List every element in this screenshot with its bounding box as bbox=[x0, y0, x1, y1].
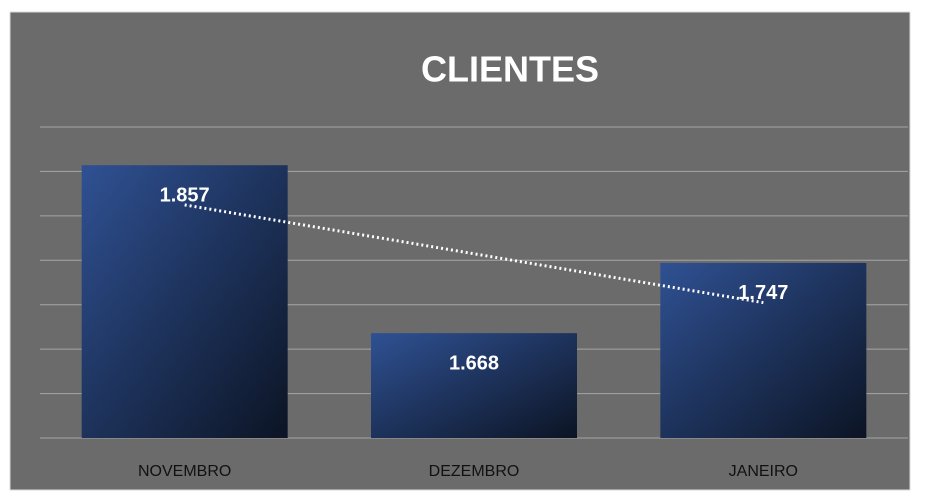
data-label: 1.747 bbox=[738, 282, 788, 304]
bar bbox=[660, 262, 867, 438]
x-tick-label: NOVEMBRO bbox=[138, 463, 231, 480]
bar bbox=[81, 165, 288, 439]
data-label: 1.668 bbox=[449, 352, 499, 374]
chart-title: CLIENTES bbox=[421, 49, 599, 90]
x-tick-label: DEZEMBRO bbox=[429, 463, 520, 480]
bar bbox=[370, 333, 578, 438]
x-tick-label: JANEIRO bbox=[729, 463, 798, 480]
data-label: 1.857 bbox=[160, 184, 210, 206]
